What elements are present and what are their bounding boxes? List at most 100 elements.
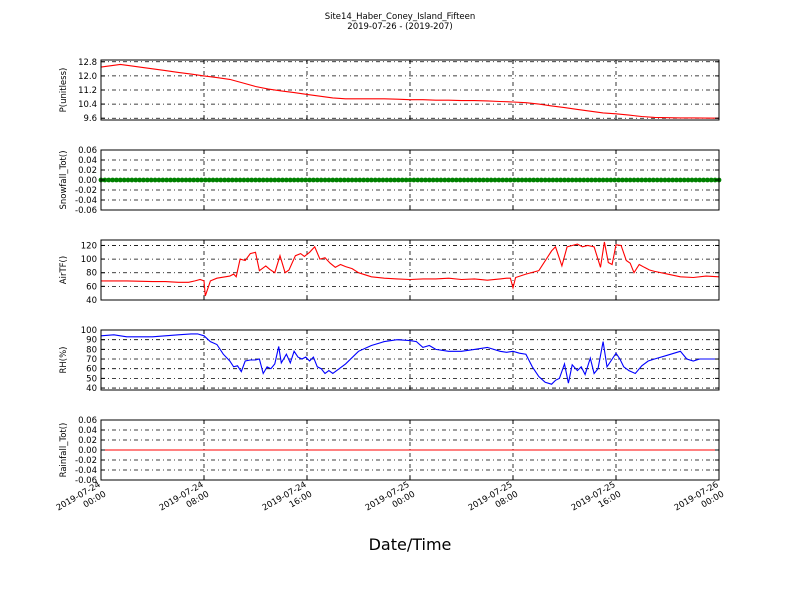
panel-2-marker <box>307 177 312 183</box>
panel-2-marker <box>442 177 448 183</box>
panel-2-marker <box>689 177 695 183</box>
panel-2-marker <box>218 177 224 183</box>
panel-2-marker <box>596 177 602 183</box>
panel-2-marker <box>538 177 544 183</box>
panel-3-ytick-label-1: 60 <box>86 282 97 292</box>
panel-2-marker <box>419 177 424 183</box>
panel-2-marker <box>287 177 293 183</box>
panel-2-marker <box>701 177 706 183</box>
panel-2-marker <box>183 177 189 183</box>
panel-2-marker <box>272 177 278 183</box>
panel-1-y-axis-label: P(unitless) <box>59 68 69 113</box>
panel-2-marker <box>705 177 710 183</box>
panel-2-marker <box>535 177 540 183</box>
figure-subtitle: 2019-07-26 - (2019-207) <box>347 22 452 32</box>
panel-2-marker <box>114 177 119 183</box>
panel-2-marker <box>106 177 112 183</box>
panel-2-marker <box>299 177 305 183</box>
panel-2-marker <box>210 177 216 183</box>
panel-2-marker <box>631 177 637 183</box>
panel-2-marker <box>144 177 150 183</box>
panel-2-marker <box>527 177 533 183</box>
panel-2-marker <box>589 177 594 183</box>
panel-2-marker <box>121 177 127 183</box>
panel-2-marker <box>137 177 143 183</box>
panel-2-marker <box>291 177 297 183</box>
panel-2-marker <box>199 177 204 183</box>
panel-2-marker <box>276 177 282 183</box>
panel-2-marker <box>492 177 498 183</box>
panel-2-ytick-label-0: -0.06 <box>75 206 97 216</box>
panel-1-ytick-label-1: 10.4 <box>78 100 97 110</box>
panel-2-marker <box>608 177 614 183</box>
panel-2-marker <box>457 177 463 183</box>
panel-5-y-axis-label: Rainfall_Tot() <box>59 423 69 478</box>
panel-3-ytick-label-3: 100 <box>81 255 97 265</box>
panel-2-marker <box>519 177 525 183</box>
panel-2-marker <box>453 177 459 183</box>
panel-2-marker <box>620 177 625 183</box>
panel-4-ytick-label-2: 60 <box>86 365 97 375</box>
panel-1-series-line <box>100 63 720 119</box>
panel-2-marker <box>125 177 131 183</box>
panel-2-marker <box>399 177 405 183</box>
panel-2-marker <box>523 177 529 183</box>
panel-2-marker <box>577 177 583 183</box>
panel-2-marker <box>500 177 506 183</box>
panel-2-marker <box>365 177 370 183</box>
panel-2-marker <box>403 177 409 183</box>
panel-2-marker <box>268 177 274 183</box>
x-axis-label: Date/Time <box>369 535 452 554</box>
panel-2-marker <box>237 177 243 183</box>
panel-2-marker <box>284 177 289 183</box>
panel-4-ytick-label-1: 50 <box>86 374 97 384</box>
panel-4-ytick-label-0: 40 <box>86 384 97 394</box>
panel-2-marker <box>322 177 328 183</box>
panel-2-ytick-label-3: 0.00 <box>78 176 97 186</box>
panel-2-marker <box>338 177 343 183</box>
panel-2-marker <box>415 177 421 183</box>
panel-2-marker <box>110 177 115 183</box>
panel-2-marker <box>546 177 552 183</box>
panel-2-marker <box>249 177 255 183</box>
panel-2-marker <box>202 177 208 183</box>
panel-1: 9.6 10.4 11.2 12.0 12.8 P(unitless) <box>59 58 720 124</box>
panel-2-marker <box>438 177 444 183</box>
panel-2-marker <box>654 177 660 183</box>
panel-2-marker <box>152 177 158 183</box>
panel-2-marker <box>245 177 251 183</box>
panel-2-marker <box>647 177 652 183</box>
panel-2-marker <box>233 177 239 183</box>
panel-2-marker <box>256 177 262 183</box>
panel-5-ytick-label-1: -0.04 <box>75 466 97 476</box>
panel-2-marker <box>508 177 513 183</box>
panel-4-series-line <box>100 333 719 385</box>
panel-2-series-markers <box>98 177 722 183</box>
panel-2-marker <box>600 177 606 183</box>
panel-2-marker <box>264 177 270 183</box>
panel-2-marker <box>550 177 556 183</box>
panel-2-marker <box>214 177 220 183</box>
panel-2-marker <box>542 177 548 183</box>
panel-2-marker <box>477 177 482 183</box>
panel-1-ytick-label-2: 11.2 <box>78 86 97 96</box>
panel-2-marker <box>368 177 374 183</box>
panel-2-marker <box>334 177 340 183</box>
panel-2-marker <box>450 177 455 183</box>
panel-2-marker <box>573 177 579 183</box>
panel-2-marker <box>195 177 200 183</box>
panel-2-marker <box>260 177 266 183</box>
panel-2-marker <box>129 177 135 183</box>
panel-2-marker <box>357 177 363 183</box>
panel-2-marker <box>627 177 633 183</box>
panel-2-marker <box>411 177 417 183</box>
panel-2-marker <box>593 177 598 183</box>
panel-2-marker <box>670 177 676 183</box>
panel-2-marker <box>531 177 536 183</box>
panel-2-marker <box>160 177 166 183</box>
panel-2-marker <box>674 177 679 183</box>
panel-2-marker <box>148 177 154 183</box>
panel-3-ytick-label-4: 120 <box>81 241 97 251</box>
panel-2-marker <box>311 177 316 183</box>
panel-2-marker <box>639 177 645 183</box>
